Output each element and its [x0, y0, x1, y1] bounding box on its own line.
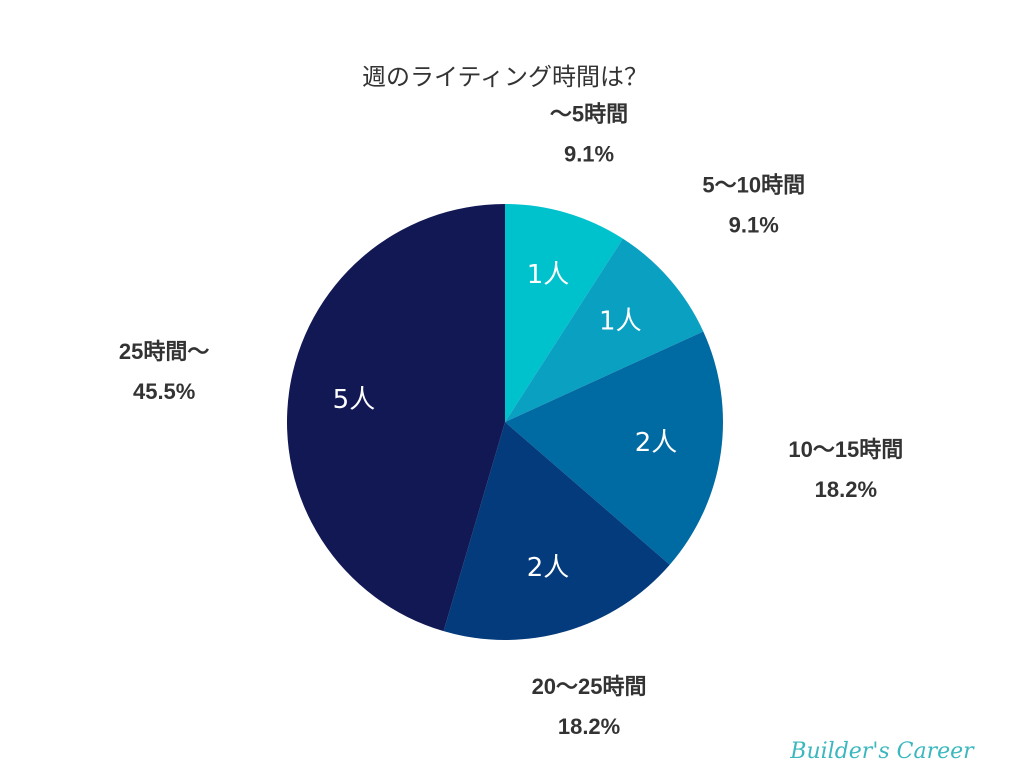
- pie-slice: [505, 204, 623, 422]
- category-label: 25時間〜: [119, 339, 209, 364]
- pie-slice: [443, 422, 670, 640]
- category-label: 〜5時間: [550, 102, 628, 127]
- count-label: 5人: [333, 385, 376, 415]
- category-label: 10〜15時間: [788, 437, 903, 462]
- pie-slice: [505, 331, 723, 565]
- percent-label: 45.5%: [133, 379, 195, 404]
- chart-title: 週のライティング時間は？: [362, 63, 648, 91]
- category-label: 5〜10時間: [702, 172, 805, 197]
- pie-slice: [505, 238, 704, 422]
- percent-label: 9.1%: [729, 212, 779, 237]
- percent-label: 18.2%: [815, 477, 877, 502]
- category-label: 20〜25時間: [532, 674, 647, 699]
- pie-slice: [287, 204, 505, 632]
- percent-label: 9.1%: [564, 142, 614, 167]
- percent-label: 18.2%: [558, 714, 620, 739]
- count-label: 2人: [527, 553, 570, 583]
- count-label: 1人: [527, 260, 570, 290]
- count-label: 2人: [635, 428, 678, 458]
- count-label: 1人: [599, 307, 642, 337]
- watermark: Builder's Career: [789, 739, 975, 764]
